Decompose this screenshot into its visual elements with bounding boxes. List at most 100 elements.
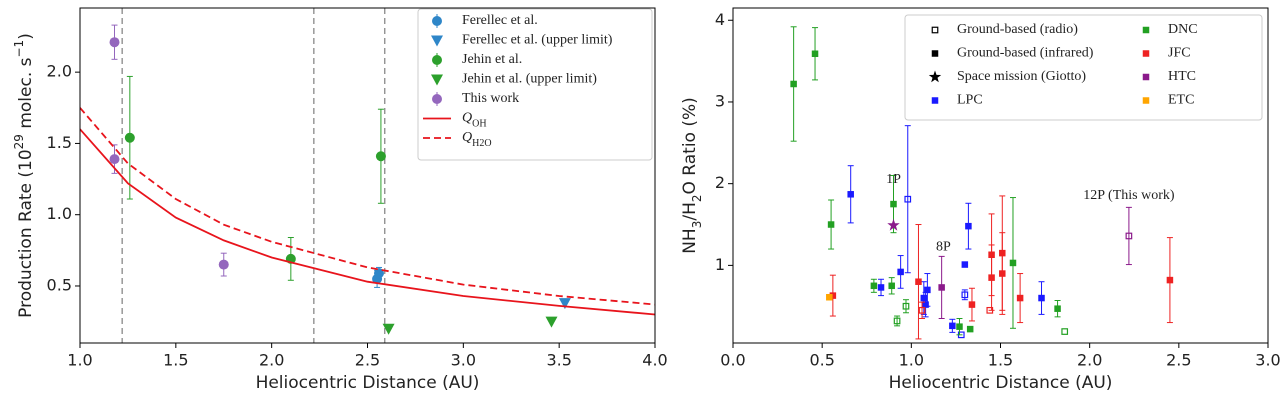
marker: [902, 302, 910, 310]
legend-name: Jehin et al.: [462, 52, 522, 67]
panel: 1.0 1.5 2.0 2.5 3.0 3.5 4.0 0.5 1.0 1.5 2.0 Helioce…: [12, 7, 668, 393]
marker: [922, 301, 929, 308]
x-axis-label: Heliocentric Distance (AU): [256, 373, 480, 393]
plot-area: [80, 8, 655, 343]
y-axis-label-part: 29: [12, 134, 26, 149]
y-tick-label: 1: [715, 255, 725, 274]
legend-name: This work: [462, 91, 519, 106]
y-tick-label: 2.0: [47, 62, 72, 81]
marker: [1166, 276, 1174, 284]
marker: [1142, 97, 1150, 104]
y-tick-label: 3: [715, 91, 725, 110]
marker: [374, 268, 384, 279]
legend-label: Ferellec et al. (upper limit): [462, 33, 613, 48]
marker: [956, 323, 963, 330]
curve: [80, 128, 655, 316]
marker: [931, 26, 939, 34]
axes-frame: [79, 7, 656, 344]
axes-frame: [732, 7, 1269, 344]
legend-label: This work: [462, 91, 519, 106]
legend-label: Ground-based (radio): [957, 22, 1078, 37]
legend-subscript: H2O: [472, 138, 491, 149]
marker: [904, 195, 912, 203]
x-tick-label: 3.0: [1255, 351, 1280, 370]
marker: [218, 259, 229, 270]
legend-label: Jehin et al.: [462, 52, 522, 67]
marker: [1142, 73, 1150, 81]
legend-name: Q: [462, 130, 472, 145]
marker: [431, 35, 443, 47]
marker: [1016, 294, 1024, 302]
x-tick-label: 1.5: [163, 351, 188, 370]
marker: [1038, 294, 1045, 302]
legend-label: Jehin et al. (upper limit): [462, 72, 597, 87]
legend-name: Ferellec et al.: [462, 13, 538, 28]
y-tick-label: 1.5: [47, 133, 72, 152]
y-axis-label-part: ): [16, 33, 36, 40]
marker: [1054, 305, 1061, 312]
marker: [915, 278, 922, 285]
marker: [986, 306, 994, 314]
y-axis-label-part: O Ratio (%): [680, 97, 700, 194]
marker: [847, 191, 854, 198]
marker: [966, 325, 974, 333]
marker: [382, 323, 395, 335]
y-axis-label-part: 2: [690, 194, 704, 202]
marker: [375, 151, 386, 162]
marker: [965, 222, 972, 230]
panel: 0.0 0.5 1.0 1.5 2.0 2.5 3.0 1 2 3 4 Heliocentric Di…: [680, 7, 1280, 393]
x-tick-label: 2.0: [1077, 351, 1102, 370]
marker: [558, 298, 571, 310]
legend-label: Space mission (Giotto): [957, 69, 1086, 84]
legend-label: ETC: [1168, 93, 1194, 108]
legend-label: QH2O: [462, 130, 492, 149]
x-tick-label: 0.5: [809, 351, 834, 370]
legend-box: [417, 8, 653, 161]
legend-name: Ferellec et al. (upper limit): [462, 33, 613, 48]
plot-area: [790, 26, 1174, 340]
marker: [109, 37, 120, 48]
y-tick-label: 2: [715, 173, 725, 192]
y-axis-label: Production Rate (1029 molec. s−1): [12, 33, 37, 318]
marker: [887, 218, 900, 231]
marker: [826, 293, 833, 301]
marker: [999, 270, 1006, 277]
marker: [829, 292, 837, 299]
legend-label: QOH: [462, 111, 487, 130]
x-tick-label: 2.0: [259, 351, 284, 370]
marker: [893, 317, 901, 325]
legend-name: Q: [462, 111, 472, 126]
legend-label: LPC: [957, 93, 983, 108]
marker: [1009, 259, 1017, 267]
x-tick-label: 2.5: [1166, 351, 1191, 370]
x-tick-label: 1.5: [988, 351, 1013, 370]
marker: [431, 74, 443, 86]
legend-label: JFC: [1168, 46, 1191, 61]
y-axis-label-part: Production Rate (10: [16, 149, 36, 318]
annotation: 1P: [886, 172, 901, 187]
x-tick-label: 2.5: [355, 351, 380, 370]
y-axis-label: NH3/H2O Ratio (%): [680, 97, 704, 254]
y-tick-label: 4: [715, 10, 725, 29]
marker: [938, 284, 945, 291]
marker: [1061, 328, 1069, 335]
x-axis-label: Heliocentric Distance (AU): [889, 373, 1113, 393]
legend-label: Ferellec et al.: [462, 13, 538, 28]
marker: [920, 294, 928, 302]
marker: [897, 268, 904, 276]
legend-box: [904, 14, 1263, 121]
x-tick-label: 3.5: [546, 351, 571, 370]
annotation: 8P: [936, 240, 951, 255]
marker: [432, 55, 442, 65]
marker: [890, 200, 897, 208]
legend: Ferellec et al. Ferellec et al. (upper li…: [417, 8, 653, 161]
marker: [968, 301, 976, 308]
marker: [928, 70, 942, 83]
marker: [961, 291, 969, 299]
marker: [124, 132, 135, 143]
legend-label: Ground-based (infrared): [957, 46, 1094, 61]
marker: [931, 97, 939, 104]
x-tick-label: 3.0: [451, 351, 476, 370]
marker: [811, 50, 819, 58]
